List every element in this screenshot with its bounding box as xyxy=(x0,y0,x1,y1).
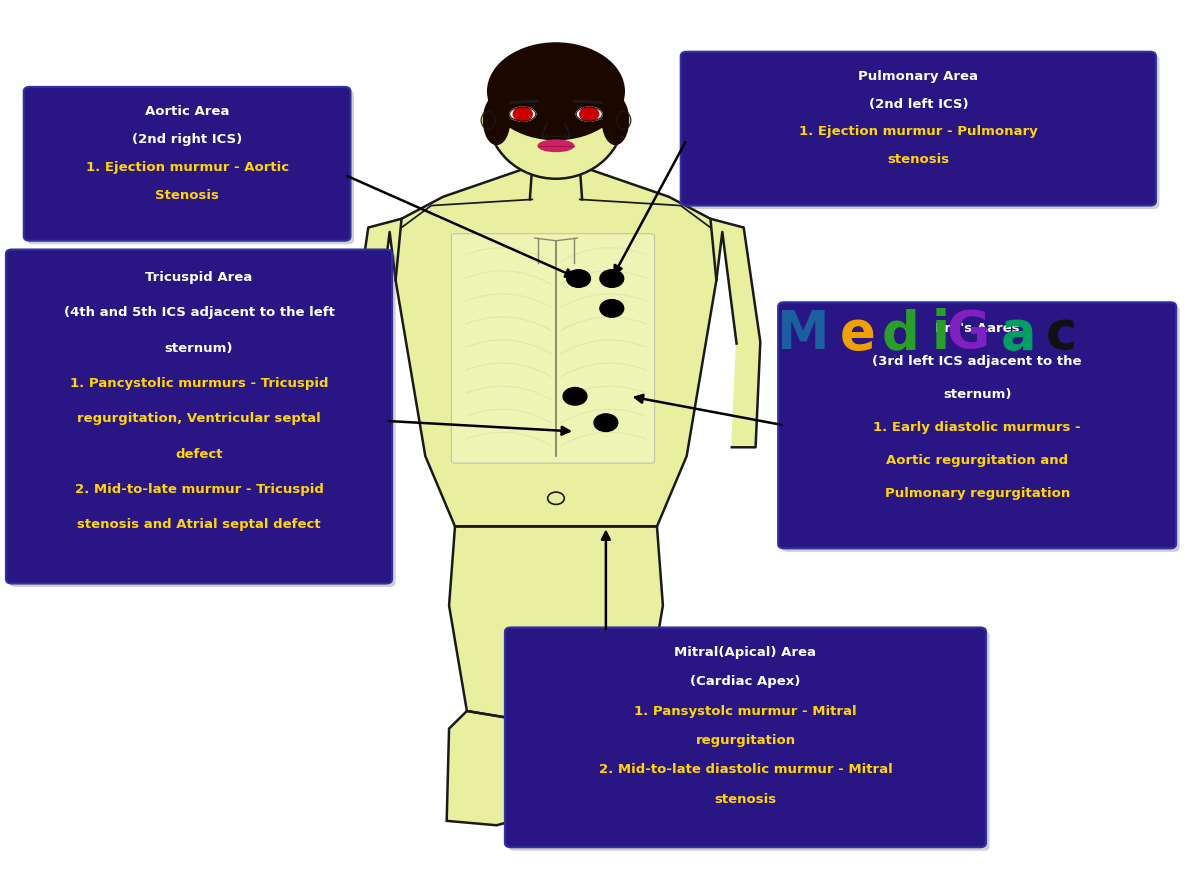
Text: Stenosis: Stenosis xyxy=(156,188,219,201)
Text: c: c xyxy=(1045,307,1076,360)
Polygon shape xyxy=(488,53,624,119)
Text: stenosis and Atrial septal defect: stenosis and Atrial septal defect xyxy=(77,518,321,530)
Text: M: M xyxy=(776,307,828,360)
Text: 1. Pansystolc murmur - Mitral: 1. Pansystolc murmur - Mitral xyxy=(634,704,857,716)
FancyBboxPatch shape xyxy=(10,254,396,587)
Text: Aortic regurgitation and: Aortic regurgitation and xyxy=(886,454,1068,467)
Text: (Cardiac Apex): (Cardiac Apex) xyxy=(690,674,801,687)
FancyBboxPatch shape xyxy=(6,250,392,584)
Polygon shape xyxy=(449,527,663,724)
Text: defect: defect xyxy=(176,447,222,460)
Text: Tricuspid Area: Tricuspid Area xyxy=(145,270,253,284)
Ellipse shape xyxy=(488,44,625,140)
FancyBboxPatch shape xyxy=(681,53,1156,206)
FancyBboxPatch shape xyxy=(505,628,986,847)
Ellipse shape xyxy=(580,108,599,122)
Polygon shape xyxy=(565,711,665,825)
FancyBboxPatch shape xyxy=(451,234,655,464)
Ellipse shape xyxy=(488,53,625,180)
Text: sternum): sternum) xyxy=(943,388,1011,401)
Circle shape xyxy=(600,300,624,318)
Text: Erb's Aares: Erb's Aares xyxy=(935,322,1019,335)
Text: Mitral(Apical) Area: Mitral(Apical) Area xyxy=(675,645,816,658)
Ellipse shape xyxy=(576,108,602,122)
Text: sternum): sternum) xyxy=(165,342,233,354)
Polygon shape xyxy=(530,167,582,200)
Text: i: i xyxy=(931,307,950,360)
Text: a: a xyxy=(1000,307,1036,360)
FancyBboxPatch shape xyxy=(24,88,350,241)
Text: 2. Mid-to-late murmur - Tricuspid: 2. Mid-to-late murmur - Tricuspid xyxy=(75,482,323,495)
Polygon shape xyxy=(396,167,716,527)
Text: (3rd left ICS adjacent to the: (3rd left ICS adjacent to the xyxy=(872,355,1082,368)
Circle shape xyxy=(594,414,618,432)
Ellipse shape xyxy=(538,141,574,153)
Text: e: e xyxy=(840,307,876,360)
Text: stenosis: stenosis xyxy=(887,153,949,166)
Text: 1. Ejection murmur - Pulmonary: 1. Ejection murmur - Pulmonary xyxy=(800,126,1037,139)
Text: Aortic Area: Aortic Area xyxy=(145,104,229,118)
Text: regurgitation, Ventricular septal: regurgitation, Ventricular septal xyxy=(77,412,321,425)
Text: (2nd left ICS): (2nd left ICS) xyxy=(868,97,968,111)
FancyBboxPatch shape xyxy=(684,56,1159,210)
Text: regurgitation: regurgitation xyxy=(695,733,796,746)
Ellipse shape xyxy=(602,97,628,146)
FancyBboxPatch shape xyxy=(778,303,1176,549)
Ellipse shape xyxy=(481,112,495,130)
Text: Pulmonary Area: Pulmonary Area xyxy=(858,69,979,83)
Text: 1. Pancystolic murmurs - Tricuspid: 1. Pancystolic murmurs - Tricuspid xyxy=(70,377,328,390)
Polygon shape xyxy=(710,220,760,448)
Text: G: G xyxy=(947,307,990,360)
Text: (2nd right ICS): (2nd right ICS) xyxy=(132,133,242,146)
FancyBboxPatch shape xyxy=(508,631,990,851)
Ellipse shape xyxy=(617,112,631,130)
Text: d: d xyxy=(881,307,920,360)
Ellipse shape xyxy=(484,97,510,146)
Circle shape xyxy=(567,270,590,288)
Text: stenosis: stenosis xyxy=(714,792,777,804)
Circle shape xyxy=(600,270,624,288)
FancyBboxPatch shape xyxy=(782,306,1180,552)
Text: 1. Ejection murmur - Aortic: 1. Ejection murmur - Aortic xyxy=(86,161,289,174)
Ellipse shape xyxy=(510,108,536,122)
Polygon shape xyxy=(447,711,546,825)
Text: (4th and 5th ICS adjacent to the left: (4th and 5th ICS adjacent to the left xyxy=(63,306,335,319)
Ellipse shape xyxy=(513,108,532,122)
Polygon shape xyxy=(352,220,402,448)
Text: Pulmonary regurgitation: Pulmonary regurgitation xyxy=(885,486,1069,500)
FancyBboxPatch shape xyxy=(27,91,354,245)
Text: 2. Mid-to-late diastolic murmur - Mitral: 2. Mid-to-late diastolic murmur - Mitral xyxy=(599,762,892,775)
Circle shape xyxy=(563,388,587,406)
Text: 1. Early diastolic murmurs -: 1. Early diastolic murmurs - xyxy=(873,421,1081,434)
